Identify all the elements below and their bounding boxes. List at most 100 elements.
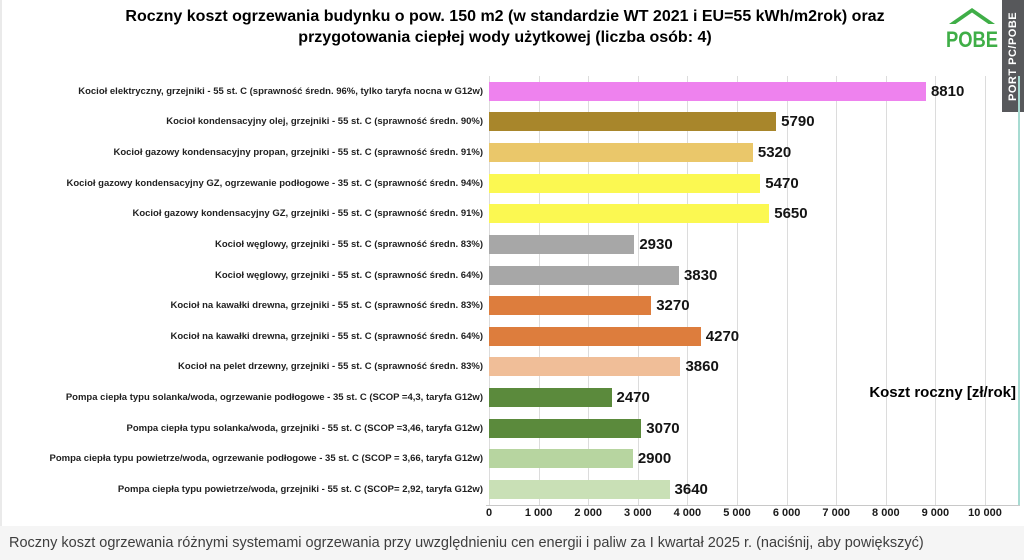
bar-label: Kocioł węglowy, grzejniki - 55 st. C (sp… <box>214 238 483 250</box>
chart-title: Roczny koszt ogrzewania budynku o pow. 1… <box>125 8 885 47</box>
bar <box>489 449 633 469</box>
gridline <box>885 76 887 505</box>
bar-label: Pompa ciepła typu solanka/woda, ogrzewan… <box>65 392 483 404</box>
bar-value: 3270 <box>656 297 690 315</box>
gridline <box>737 76 738 505</box>
bar-row: Kocioł gazowy kondensacyjny propan, grze… <box>0 137 1024 168</box>
bar <box>489 479 670 499</box>
bar <box>489 143 753 163</box>
bar-value: 3830 <box>683 266 718 284</box>
caption-bar: Roczny koszt ogrzewania różnymi systemam… <box>0 526 1024 560</box>
bar-value: 5790 <box>781 113 815 131</box>
bar <box>489 265 679 285</box>
page-left-edge <box>0 0 2 560</box>
bar-track: 3830 <box>489 260 1024 291</box>
bar-track: 3860 <box>489 352 1024 383</box>
bar-value: 5470 <box>765 174 799 192</box>
bar-label: Kocioł na pelet drzewny, grzejniki - 55 … <box>178 361 483 373</box>
bar-row: Pompa ciepła typu solanka/woda, ogrzewan… <box>0 382 1024 413</box>
bar-track: 5650 <box>489 199 1024 230</box>
bar-track: 2900 <box>489 444 1024 475</box>
x-tick-label: 9 000 <box>921 507 950 519</box>
bar-row: Pompa ciepła typu powietrze/woda, ogrzew… <box>0 444 1024 475</box>
gridline <box>935 76 937 505</box>
gridline <box>786 76 788 505</box>
bar <box>489 173 761 193</box>
bar-value: 2470 <box>616 389 650 407</box>
bar-label: Kocioł na kawałki drewna, grzejniki - 55… <box>170 330 483 342</box>
x-tick-label: 3 000 <box>624 507 652 519</box>
bar-value: 3070 <box>646 419 680 437</box>
bar-track: 2470 <box>489 382 1024 413</box>
bar <box>489 81 926 101</box>
bar-track: 3640 <box>489 474 1024 505</box>
bar-value: 2930 <box>639 235 673 253</box>
bar-value: 3640 <box>674 480 708 498</box>
bar-label: Kocioł kondensacyjny olej, grzejniki - 5… <box>166 116 483 128</box>
bar-row: Kocioł na pelet drzewny, grzejniki - 55 … <box>0 352 1024 383</box>
bar-value: 4270 <box>705 327 740 345</box>
bar <box>489 326 701 346</box>
pobe-logo: POBE <box>944 2 1000 58</box>
caption-text: Roczny koszt ogrzewania różnymi systemam… <box>9 535 924 551</box>
bar-label: Kocioł węglowy, grzejniki - 55 st. C (sp… <box>214 269 483 281</box>
bar-label: Kocioł na kawałki drewna, grzejniki - 55… <box>170 300 483 312</box>
bar <box>489 234 635 254</box>
bar-label: Kocioł gazowy kondensacyjny propan, grze… <box>113 147 483 159</box>
gridline <box>836 76 838 505</box>
bar <box>489 418 642 438</box>
bar-label: Pompa ciepła typu powietrze/woda, grzejn… <box>117 483 483 495</box>
gridline <box>687 76 689 505</box>
pobe-logo-text: POBE <box>946 27 998 52</box>
bar-track: 3270 <box>489 290 1024 321</box>
pobe-house-icon: POBE <box>946 8 998 52</box>
bar-row: Kocioł na kawałki drewna, grzejniki - 55… <box>0 290 1024 321</box>
bar-value: 8810 <box>930 82 965 100</box>
x-tick-label: 5 000 <box>723 507 751 519</box>
bar-row: Kocioł gazowy kondensacyjny GZ, ogrzewan… <box>0 168 1024 199</box>
bar <box>489 112 777 132</box>
bar-track: 2930 <box>489 229 1024 260</box>
bar-label: Kocioł gazowy kondensacyjny GZ, grzejnik… <box>132 208 483 220</box>
x-tick-label: 2 000 <box>574 507 602 519</box>
bar-track: 8810 <box>489 76 1024 107</box>
x-tick-label: 6 000 <box>772 507 801 519</box>
bar-row: Kocioł kondensacyjny olej, grzejniki - 5… <box>0 107 1024 138</box>
bar-value: 5650 <box>774 205 808 223</box>
x-tick-label: 10 000 <box>968 507 1002 519</box>
gridline <box>588 76 590 505</box>
bar-row: Kocioł na kawałki drewna, grzejniki - 55… <box>0 321 1024 352</box>
bar <box>489 204 770 224</box>
bar-label: Pompa ciepła typu solanka/woda, grzejnik… <box>126 422 483 434</box>
bar-value: 5320 <box>757 144 792 162</box>
x-tick-label: 4 000 <box>673 507 702 519</box>
bar-row: Kocioł elektryczny, grzejniki - 55 st. C… <box>0 76 1024 107</box>
bar-row: Kocioł gazowy kondensacyjny GZ, grzejnik… <box>0 199 1024 230</box>
bar <box>489 296 652 316</box>
gridline <box>637 76 639 505</box>
bar-rows: Kocioł elektryczny, grzejniki - 55 st. C… <box>0 76 1024 505</box>
bar-track: 5470 <box>489 168 1024 199</box>
bar-value: 3860 <box>685 358 719 376</box>
bar-row: Kocioł węglowy, grzejniki - 55 st. C (sp… <box>0 260 1024 291</box>
bar-row: Pompa ciepła typu solanka/woda, grzejnik… <box>0 413 1024 444</box>
bar-track: 4270 <box>489 321 1024 352</box>
bar-track: 3070 <box>489 413 1024 444</box>
bar-row: Kocioł węglowy, grzejniki - 55 st. C (sp… <box>0 229 1024 260</box>
bar-label: Pompa ciepła typu powietrze/woda, ogrzew… <box>49 453 484 465</box>
bar-track: 5320 <box>489 137 1024 168</box>
plot-right-border <box>1018 76 1020 505</box>
bar-label: Kocioł elektryczny, grzejniki - 55 st. C… <box>78 85 483 97</box>
bar <box>489 388 612 408</box>
x-tick-label: 1 000 <box>524 507 553 519</box>
bar-label: Kocioł gazowy kondensacyjny GZ, ogrzewan… <box>66 177 483 189</box>
gridline <box>489 76 490 505</box>
bar <box>489 357 681 377</box>
x-axis-title: Koszt roczny [zł/rok] <box>869 384 1016 401</box>
x-tick-label: 8 000 <box>872 507 900 519</box>
x-axis-line <box>486 505 1020 506</box>
x-tick-label: 0 <box>485 507 493 519</box>
gridline <box>538 76 540 505</box>
bar-value: 2900 <box>637 450 672 468</box>
